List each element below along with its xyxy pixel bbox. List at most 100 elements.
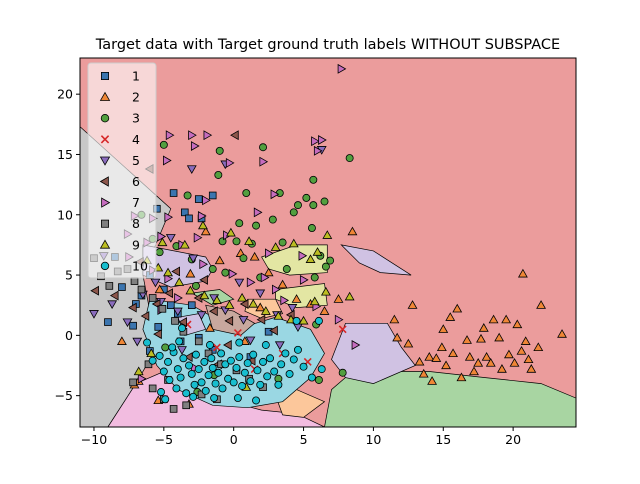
point-class-3-0 bbox=[159, 140, 168, 149]
point-class-10-24 bbox=[217, 349, 226, 358]
legend-label-1: 1 bbox=[132, 69, 140, 84]
point-class-10-64 bbox=[143, 338, 152, 347]
point-class-3-25 bbox=[221, 268, 230, 277]
point-class-10-17 bbox=[200, 357, 209, 366]
point-class-3-6 bbox=[183, 191, 192, 200]
point-class-10-0 bbox=[148, 356, 157, 365]
point-class-9-5 bbox=[270, 242, 281, 251]
point-class-10-52 bbox=[314, 316, 323, 325]
point-class-5-25 bbox=[234, 278, 245, 288]
point-class-10-45 bbox=[281, 349, 290, 358]
point-class-10-29 bbox=[229, 378, 238, 387]
point-class-10-42 bbox=[270, 367, 279, 376]
point-class-2-16 bbox=[473, 358, 484, 367]
point-class-10-41 bbox=[266, 354, 274, 363]
point-class-2-12 bbox=[452, 303, 463, 313]
point-class-7-3 bbox=[203, 130, 213, 141]
point-class-2-53 bbox=[255, 302, 266, 312]
point-class-6-15 bbox=[153, 329, 162, 340]
point-class-3-12 bbox=[320, 197, 329, 206]
point-class-6-1 bbox=[230, 130, 239, 141]
point-class-5-14 bbox=[165, 234, 176, 243]
point-class-3-29 bbox=[310, 273, 319, 282]
point-class-6-8 bbox=[178, 317, 187, 328]
point-class-10-43 bbox=[274, 380, 283, 389]
series-3 bbox=[137, 140, 354, 396]
point-class-9-0 bbox=[157, 237, 168, 247]
point-class-10-66 bbox=[252, 396, 261, 405]
x-tick-label-0: −10 bbox=[81, 432, 107, 447]
scatter-points bbox=[89, 63, 567, 413]
point-class-10-62 bbox=[235, 338, 244, 347]
point-class-2-8 bbox=[431, 353, 442, 362]
point-class-9-29 bbox=[312, 247, 323, 256]
point-class-2-11 bbox=[448, 348, 458, 358]
point-class-7-34 bbox=[228, 268, 238, 279]
point-class-10-39 bbox=[259, 357, 268, 366]
point-class-7-38 bbox=[272, 284, 281, 295]
region-class-3-2 bbox=[324, 371, 576, 427]
point-class-10-8 bbox=[176, 373, 185, 382]
point-class-9-15 bbox=[199, 290, 210, 300]
point-class-6-20 bbox=[199, 274, 208, 285]
y-tick-label-1: 0 bbox=[65, 328, 73, 343]
point-class-2-6 bbox=[424, 352, 435, 361]
point-class-7-28 bbox=[351, 340, 361, 350]
point-class-10-65 bbox=[210, 394, 219, 403]
point-class-7-33 bbox=[199, 259, 209, 270]
point-class-6-14 bbox=[269, 325, 278, 336]
point-class-5-13 bbox=[188, 254, 199, 264]
point-class-3-17 bbox=[232, 237, 241, 246]
point-class-9-23 bbox=[298, 315, 309, 325]
point-class-8-6 bbox=[158, 305, 167, 313]
legend-marker-6 bbox=[99, 176, 109, 187]
point-class-10-4 bbox=[165, 376, 174, 384]
point-class-6-10 bbox=[209, 306, 218, 317]
legend-label-7: 7 bbox=[132, 195, 140, 210]
point-class-6-4 bbox=[128, 302, 137, 313]
point-class-3-42 bbox=[307, 224, 316, 232]
point-class-2-40 bbox=[116, 336, 127, 345]
point-class-4-3 bbox=[212, 343, 221, 352]
point-class-2-38 bbox=[478, 323, 489, 332]
point-class-3-38 bbox=[338, 368, 347, 377]
legend-label-4: 4 bbox=[132, 132, 140, 147]
point-class-9-16 bbox=[211, 295, 222, 304]
point-class-10-30 bbox=[232, 363, 241, 372]
y-tick-label-4: 15 bbox=[57, 147, 73, 162]
point-class-2-58 bbox=[204, 323, 215, 332]
point-class-3-9 bbox=[302, 193, 311, 202]
point-class-1-19 bbox=[264, 327, 273, 336]
point-class-2-48 bbox=[277, 279, 288, 289]
y-tick-label-0: −5 bbox=[55, 388, 73, 403]
point-class-7-36 bbox=[137, 373, 147, 384]
point-class-10-19 bbox=[204, 371, 213, 380]
point-class-2-22 bbox=[497, 364, 507, 373]
point-class-7-23 bbox=[265, 248, 274, 259]
point-class-6-7 bbox=[164, 288, 174, 299]
point-class-3-13 bbox=[289, 208, 298, 217]
x-tick-label-6: 20 bbox=[505, 432, 521, 447]
point-class-3-5 bbox=[214, 171, 223, 179]
point-class-8-7 bbox=[171, 317, 179, 325]
point-class-7-8 bbox=[311, 136, 320, 147]
point-class-10-59 bbox=[233, 394, 242, 403]
point-class-2-36 bbox=[520, 336, 531, 345]
point-class-10-38 bbox=[256, 380, 265, 389]
point-class-9-7 bbox=[305, 254, 316, 263]
point-class-4-0 bbox=[338, 325, 347, 334]
point-class-5-15 bbox=[186, 165, 197, 174]
legend-label-10: 10 bbox=[132, 258, 148, 273]
y-tick-label-3: 10 bbox=[57, 207, 73, 222]
point-class-3-24 bbox=[208, 265, 217, 273]
point-class-3-2 bbox=[259, 143, 268, 152]
point-class-10-35 bbox=[246, 377, 255, 386]
point-class-3-10 bbox=[293, 201, 302, 210]
point-class-3-21 bbox=[155, 248, 164, 257]
point-class-9-17 bbox=[224, 300, 235, 309]
x-tick-label-5: 15 bbox=[435, 432, 451, 447]
point-class-7-10 bbox=[313, 145, 323, 156]
point-class-2-15 bbox=[464, 352, 475, 361]
